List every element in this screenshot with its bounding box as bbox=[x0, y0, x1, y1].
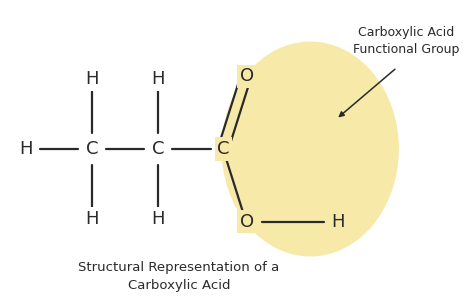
Text: O: O bbox=[240, 213, 254, 231]
Text: H: H bbox=[85, 70, 99, 88]
Text: H: H bbox=[332, 213, 345, 231]
Text: C: C bbox=[217, 140, 230, 158]
Text: H: H bbox=[151, 210, 164, 228]
Ellipse shape bbox=[222, 42, 398, 256]
Text: H: H bbox=[151, 70, 164, 88]
Text: C: C bbox=[152, 140, 164, 158]
Text: Carboxylic Acid
Functional Group: Carboxylic Acid Functional Group bbox=[353, 26, 460, 56]
Text: Structural Representation of a
Carboxylic Acid: Structural Representation of a Carboxyli… bbox=[78, 261, 280, 292]
Text: H: H bbox=[85, 210, 99, 228]
Text: H: H bbox=[20, 140, 33, 158]
Text: C: C bbox=[86, 140, 99, 158]
Text: O: O bbox=[240, 67, 254, 85]
